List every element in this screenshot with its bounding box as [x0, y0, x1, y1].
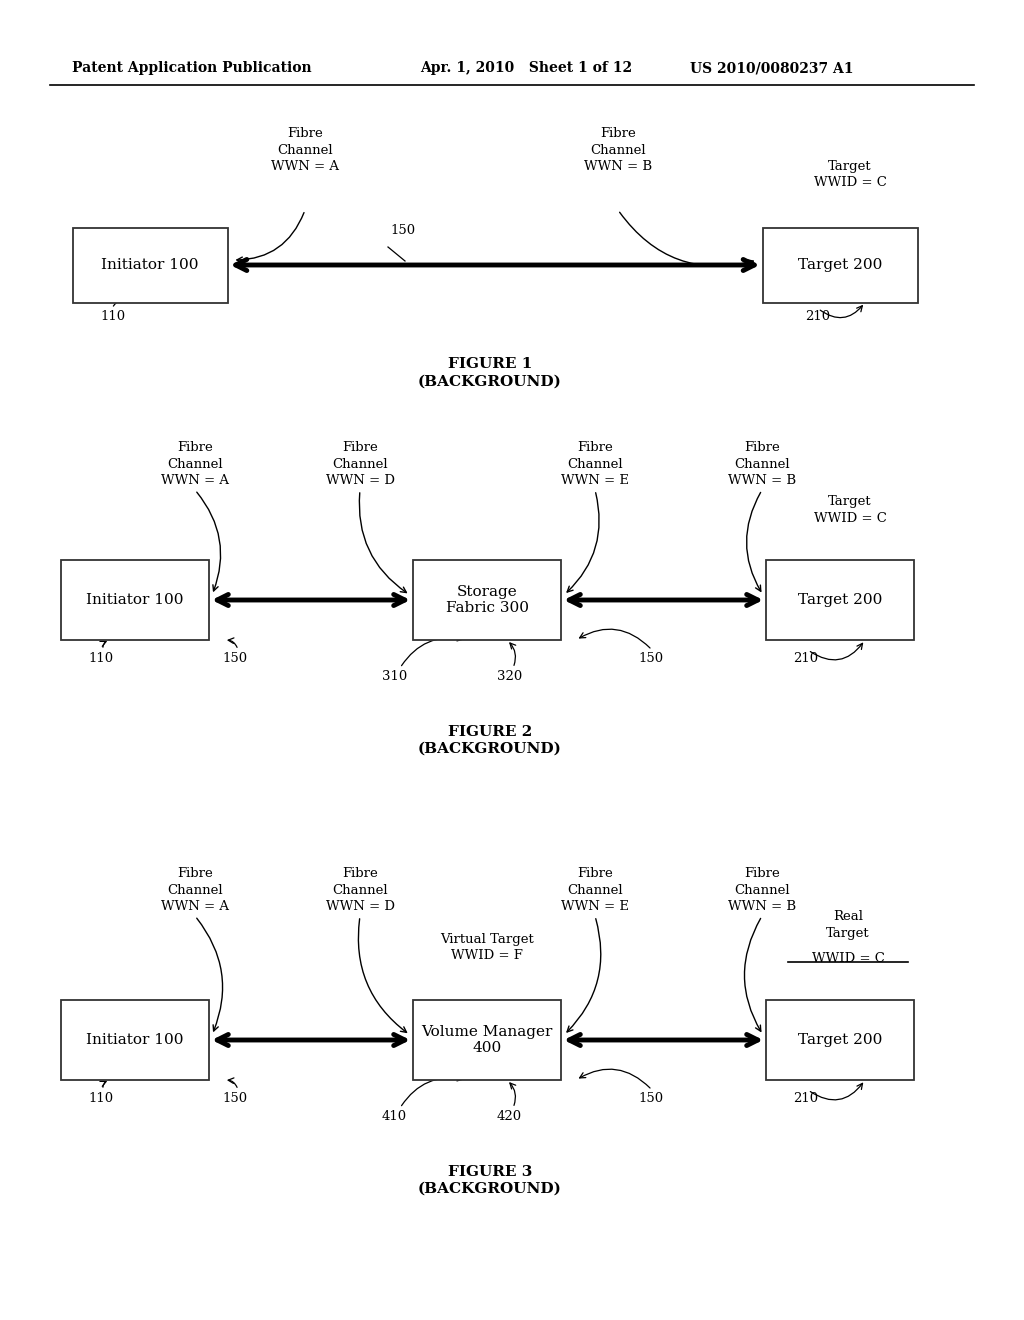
- Text: 110: 110: [88, 1092, 113, 1105]
- Text: Target 200: Target 200: [798, 593, 883, 607]
- Text: Initiator 100: Initiator 100: [86, 593, 183, 607]
- Text: 110: 110: [88, 652, 113, 665]
- Text: Fibre
Channel
WWN = D: Fibre Channel WWN = D: [326, 441, 394, 487]
- Text: 410: 410: [382, 1110, 408, 1123]
- Text: Fibre
Channel
WWN = E: Fibre Channel WWN = E: [561, 867, 629, 913]
- FancyBboxPatch shape: [61, 560, 209, 640]
- Text: Volume Manager
400: Volume Manager 400: [421, 1024, 553, 1055]
- Text: Fibre
Channel
WWN = A: Fibre Channel WWN = A: [161, 867, 229, 913]
- Text: 150: 150: [222, 1092, 247, 1105]
- Text: WWID = C: WWID = C: [812, 952, 885, 965]
- Text: Virtual Target
WWID = F: Virtual Target WWID = F: [440, 932, 534, 962]
- Text: 420: 420: [497, 1110, 522, 1123]
- Text: FIGURE 1: FIGURE 1: [447, 358, 532, 371]
- Text: 150: 150: [222, 652, 247, 665]
- Text: Target
WWID = C: Target WWID = C: [813, 160, 887, 190]
- FancyBboxPatch shape: [413, 560, 561, 640]
- Text: FIGURE 2: FIGURE 2: [447, 725, 532, 739]
- Text: 210: 210: [793, 652, 818, 665]
- Text: 210: 210: [793, 1092, 818, 1105]
- Text: Fibre
Channel
WWN = B: Fibre Channel WWN = B: [584, 127, 652, 173]
- FancyBboxPatch shape: [413, 1001, 561, 1080]
- Text: 320: 320: [497, 671, 522, 682]
- Text: Target
WWID = C: Target WWID = C: [813, 495, 887, 525]
- Text: Fibre
Channel
WWN = D: Fibre Channel WWN = D: [326, 867, 394, 913]
- Text: 150: 150: [638, 1092, 664, 1105]
- Text: Real
Target: Real Target: [826, 911, 869, 940]
- Text: 310: 310: [382, 671, 408, 682]
- Text: Initiator 100: Initiator 100: [86, 1034, 183, 1047]
- Text: Apr. 1, 2010   Sheet 1 of 12: Apr. 1, 2010 Sheet 1 of 12: [420, 61, 632, 75]
- FancyBboxPatch shape: [766, 1001, 914, 1080]
- FancyBboxPatch shape: [73, 227, 227, 302]
- Text: Target 200: Target 200: [798, 1034, 883, 1047]
- FancyBboxPatch shape: [763, 227, 918, 302]
- Text: Initiator 100: Initiator 100: [101, 257, 199, 272]
- Text: US 2010/0080237 A1: US 2010/0080237 A1: [690, 61, 853, 75]
- Text: (BACKGROUND): (BACKGROUND): [418, 375, 562, 388]
- Text: 150: 150: [638, 652, 664, 665]
- Text: Fibre
Channel
WWN = E: Fibre Channel WWN = E: [561, 441, 629, 487]
- Text: FIGURE 3: FIGURE 3: [447, 1166, 532, 1179]
- Text: Storage
Fabric 300: Storage Fabric 300: [445, 585, 528, 615]
- Text: Target 200: Target 200: [798, 257, 883, 272]
- Text: 150: 150: [390, 224, 415, 238]
- FancyBboxPatch shape: [61, 1001, 209, 1080]
- FancyBboxPatch shape: [766, 560, 914, 640]
- Text: 110: 110: [100, 310, 125, 323]
- Text: Fibre
Channel
WWN = A: Fibre Channel WWN = A: [161, 441, 229, 487]
- Text: 210: 210: [805, 310, 830, 323]
- Text: (BACKGROUND): (BACKGROUND): [418, 742, 562, 756]
- Text: Patent Application Publication: Patent Application Publication: [72, 61, 311, 75]
- Text: (BACKGROUND): (BACKGROUND): [418, 1181, 562, 1196]
- Text: Fibre
Channel
WWN = B: Fibre Channel WWN = B: [728, 867, 796, 913]
- Text: Fibre
Channel
WWN = A: Fibre Channel WWN = A: [271, 127, 339, 173]
- Text: Fibre
Channel
WWN = B: Fibre Channel WWN = B: [728, 441, 796, 487]
